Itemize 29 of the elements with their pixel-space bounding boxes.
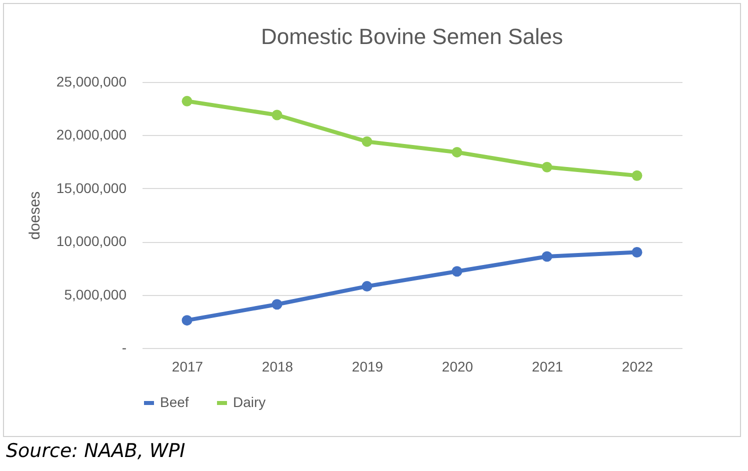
y-axis-title: doeses [26, 191, 44, 240]
point [182, 315, 192, 326]
x-tick-label: 2020 [442, 358, 474, 374]
legend-label: Beef [160, 394, 189, 410]
chart-title: Domestic Bovine Semen Sales [260, 24, 564, 49]
x-tick-label: 2022 [622, 358, 654, 374]
x-tick-label: 2021 [532, 358, 564, 374]
point [632, 247, 642, 258]
point [362, 281, 372, 292]
y-tick-label: 10,000,000 [56, 233, 127, 250]
point [542, 251, 552, 262]
point [452, 146, 462, 158]
point [272, 110, 282, 120]
y-tick-label: 5,000,000 [64, 286, 127, 302]
point [272, 299, 282, 310]
point [632, 170, 642, 181]
y-tick-label: 15,000,000 [56, 180, 127, 196]
x-tick-label: 2017 [172, 358, 204, 374]
x-tick-label: 2019 [352, 358, 384, 374]
y-tick-label: 20,000,000 [56, 126, 127, 143]
point [362, 136, 372, 147]
x-tick-label: 2018 [262, 358, 294, 374]
point [542, 162, 552, 172]
point [182, 96, 192, 106]
y-tick-label: 25,000,000 [56, 74, 127, 90]
point [452, 266, 462, 277]
y-tick-label: - [122, 340, 127, 356]
source-note: Source: NAAB, WPI [6, 440, 186, 462]
legend-label: Dairy [233, 394, 266, 410]
